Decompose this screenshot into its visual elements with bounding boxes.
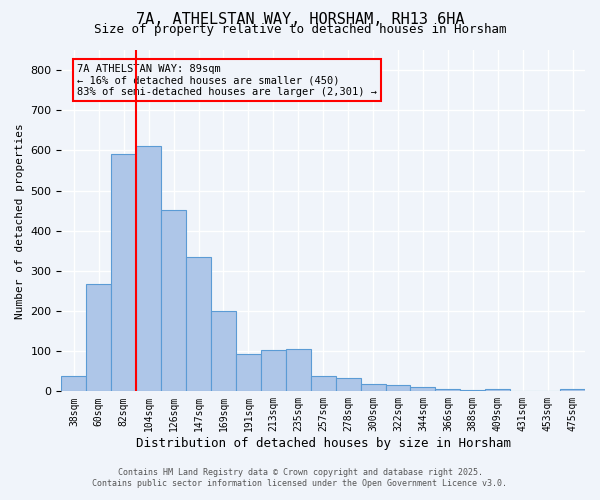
Bar	[86, 284, 111, 392]
Bar	[311, 376, 335, 392]
Bar	[261, 350, 286, 392]
Bar	[111, 154, 136, 392]
Bar	[335, 378, 361, 392]
X-axis label: Distribution of detached houses by size in Horsham: Distribution of detached houses by size …	[136, 437, 511, 450]
Bar	[286, 349, 311, 392]
Text: Contains HM Land Registry data © Crown copyright and database right 2025.
Contai: Contains HM Land Registry data © Crown c…	[92, 468, 508, 487]
Bar	[161, 210, 186, 392]
Bar	[485, 390, 510, 392]
Text: 7A ATHELSTAN WAY: 89sqm
← 16% of detached houses are smaller (450)
83% of semi-d: 7A ATHELSTAN WAY: 89sqm ← 16% of detache…	[77, 64, 377, 97]
Text: 7A, ATHELSTAN WAY, HORSHAM, RH13 6HA: 7A, ATHELSTAN WAY, HORSHAM, RH13 6HA	[136, 12, 464, 28]
Bar	[436, 390, 460, 392]
Y-axis label: Number of detached properties: Number of detached properties	[15, 123, 25, 318]
Bar	[136, 146, 161, 392]
Bar	[61, 376, 86, 392]
Bar	[361, 384, 386, 392]
Bar	[410, 387, 436, 392]
Text: Size of property relative to detached houses in Horsham: Size of property relative to detached ho…	[94, 22, 506, 36]
Bar	[460, 390, 485, 392]
Bar	[386, 385, 410, 392]
Bar	[560, 388, 585, 392]
Bar	[236, 354, 261, 392]
Bar	[211, 311, 236, 392]
Bar	[186, 257, 211, 392]
